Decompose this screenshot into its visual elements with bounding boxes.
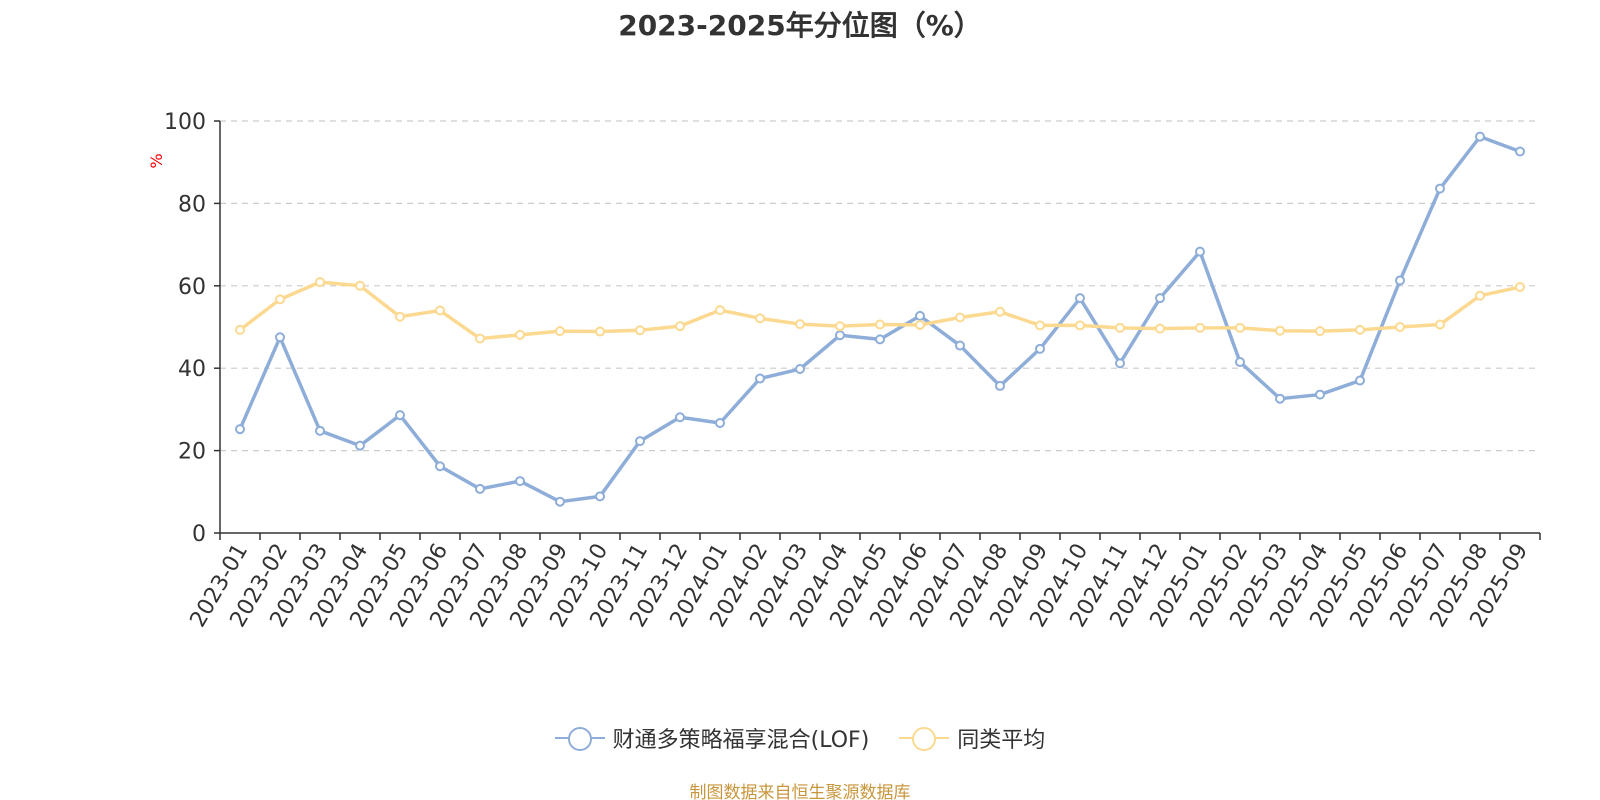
series-1-point[interactable]: [475, 483, 485, 494]
series-1-point[interactable]: [395, 410, 405, 421]
series-2-point[interactable]: [275, 294, 285, 305]
series-2-point[interactable]: [435, 305, 445, 316]
y-tick-label: 0: [192, 522, 206, 547]
legend-item-series1[interactable]: 财通多策略福享混合(LOF): [554, 722, 870, 754]
y-tick-label: 60: [178, 275, 206, 300]
series-1-point[interactable]: [355, 440, 365, 451]
series-2-point[interactable]: [1315, 326, 1325, 337]
y-axis-label: %: [147, 153, 166, 168]
y-tick-label: 40: [178, 357, 206, 382]
series-line-1: [238, 134, 1521, 504]
series-1-point[interactable]: [275, 332, 285, 343]
series-2-point[interactable]: [915, 319, 925, 330]
series-2-point[interactable]: [1275, 325, 1285, 336]
series-1-point[interactable]: [1395, 275, 1405, 286]
series-2-point[interactable]: [635, 325, 645, 336]
source-note: 制图数据来自恒生聚源数据库: [689, 783, 911, 800]
series-1-point[interactable]: [235, 424, 245, 435]
series-2-point[interactable]: [1035, 320, 1045, 331]
series-2-point[interactable]: [715, 305, 725, 316]
series-2-point[interactable]: [675, 321, 685, 332]
series-2-point[interactable]: [1395, 322, 1405, 332]
series-line-2: [238, 280, 1521, 341]
series-2-point[interactable]: [1355, 324, 1365, 335]
legend-item-series2[interactable]: 同类平均: [899, 722, 1045, 754]
series-2-point[interactable]: [875, 319, 885, 330]
series-2-point[interactable]: [835, 321, 845, 332]
series-1-point[interactable]: [315, 425, 325, 436]
series-1-point[interactable]: [835, 330, 845, 341]
series-2-point[interactable]: [1115, 322, 1125, 333]
series-1-point[interactable]: [1315, 389, 1325, 400]
series-2-point[interactable]: [595, 326, 605, 337]
series-2-point[interactable]: [395, 311, 405, 322]
series-2-point[interactable]: [235, 324, 245, 335]
series-2-point[interactable]: [475, 333, 485, 344]
series-1-point[interactable]: [515, 476, 525, 487]
series-1-point[interactable]: [955, 340, 965, 351]
series-2-point[interactable]: [1435, 319, 1445, 330]
axes: [214, 120, 1541, 540]
series-1-point[interactable]: [1195, 246, 1205, 257]
series-1-point[interactable]: [1275, 393, 1285, 404]
legend: 财通多策略福享混合(LOF) 同类平均: [0, 722, 1600, 754]
series-2-point[interactable]: [1475, 290, 1485, 301]
series-lines: [235, 131, 1525, 507]
series-1-point[interactable]: [915, 310, 925, 321]
series-2-point[interactable]: [995, 306, 1005, 317]
series-1-point[interactable]: [435, 461, 445, 472]
series-2-point[interactable]: [555, 326, 565, 337]
chart-title: 2023-2025年分位图（%）: [618, 9, 982, 42]
series-2-point[interactable]: [955, 312, 965, 323]
series-1-point[interactable]: [1475, 131, 1485, 142]
series-1-point[interactable]: [595, 491, 605, 502]
tick-labels: 020406080100%2023-012023-022023-032023-0…: [147, 110, 1533, 632]
series-2-point[interactable]: [515, 329, 525, 340]
series-1-point[interactable]: [1235, 357, 1245, 368]
series-1-point[interactable]: [715, 417, 725, 428]
series-1-point[interactable]: [1435, 183, 1445, 194]
series-2-point[interactable]: [755, 313, 765, 324]
series-1-point[interactable]: [1355, 375, 1365, 386]
series-1-point[interactable]: [1515, 146, 1525, 157]
series-2-point[interactable]: [1155, 323, 1165, 334]
series-2-point[interactable]: [315, 277, 325, 288]
series-2-point[interactable]: [1235, 322, 1245, 333]
series-1-point[interactable]: [755, 373, 765, 384]
series-2-point[interactable]: [1075, 320, 1085, 331]
series-1-point[interactable]: [635, 436, 645, 447]
series-1-point[interactable]: [875, 334, 885, 345]
grid-lines: [220, 120, 1540, 452]
series-1-point[interactable]: [675, 412, 685, 423]
legend-label-series2: 同类平均: [957, 728, 1046, 753]
series-1-point[interactable]: [1155, 293, 1165, 304]
series-1-point[interactable]: [1075, 293, 1085, 304]
legend-label-series1: 财通多策略福享混合(LOF): [612, 728, 870, 753]
y-tick-label: 80: [178, 192, 206, 217]
legend-swatch-series2: [899, 726, 950, 751]
y-tick-label: 20: [178, 440, 206, 465]
series-1-point[interactable]: [995, 380, 1005, 391]
series-2-point[interactable]: [795, 319, 805, 330]
series-1-point[interactable]: [1115, 358, 1125, 369]
series-1-point[interactable]: [795, 364, 805, 375]
legend-swatch-series1: [554, 726, 605, 751]
y-tick-label: 100: [164, 110, 206, 135]
series-2-point[interactable]: [1515, 282, 1525, 293]
series-1-point[interactable]: [555, 496, 565, 507]
series-2-point[interactable]: [1195, 322, 1205, 333]
series-2-point[interactable]: [355, 280, 365, 291]
series-1-point[interactable]: [1035, 343, 1045, 354]
